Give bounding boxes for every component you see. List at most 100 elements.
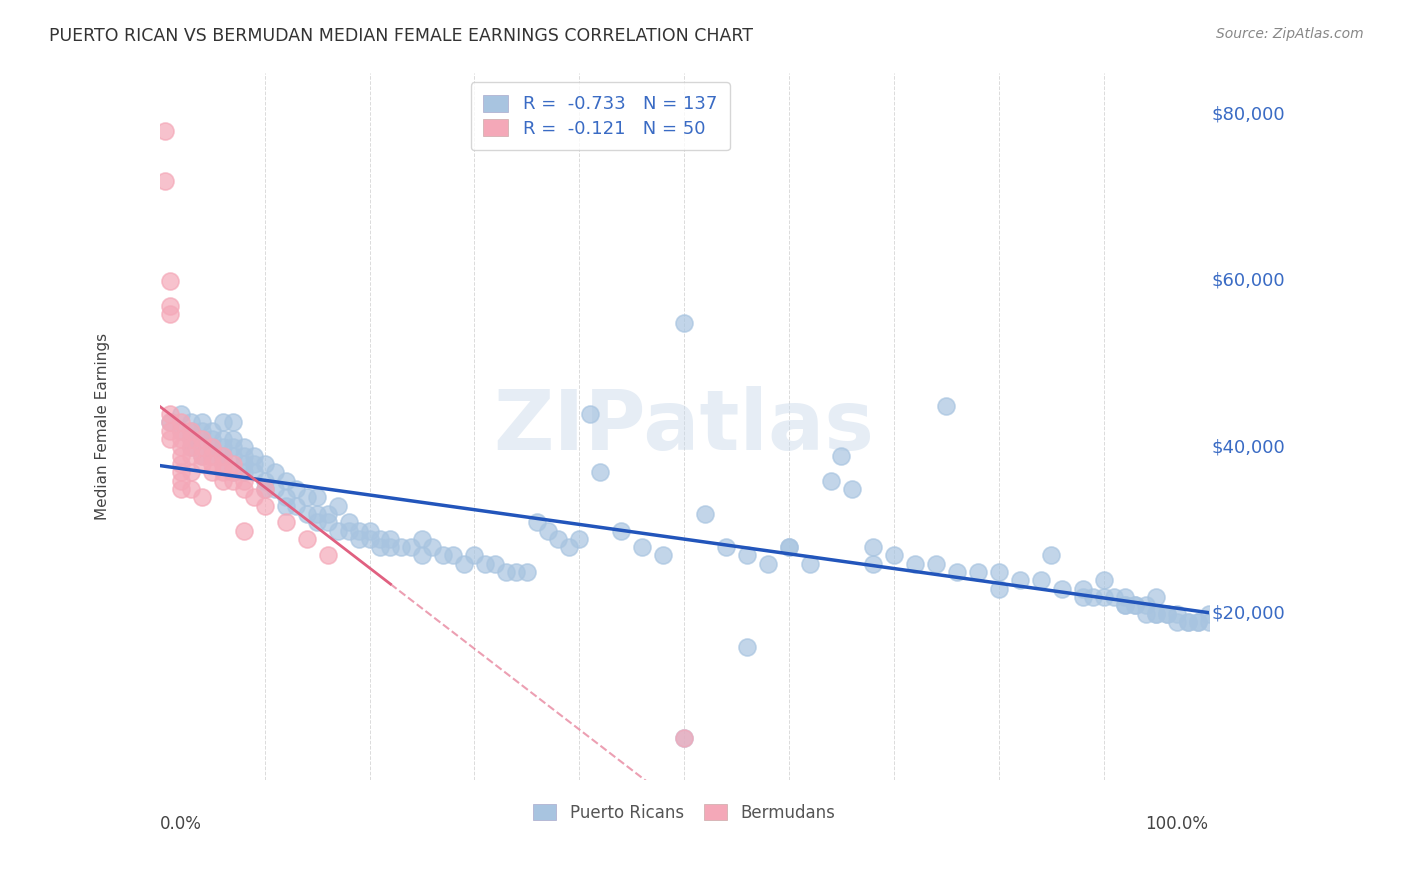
Point xyxy=(190,432,212,446)
Point xyxy=(820,474,842,488)
Point xyxy=(441,549,464,563)
Point xyxy=(159,415,181,429)
Point xyxy=(799,557,821,571)
Point xyxy=(159,415,181,429)
Point xyxy=(316,549,339,563)
Point xyxy=(201,432,224,446)
Point xyxy=(516,565,538,579)
Point xyxy=(170,424,193,438)
Point xyxy=(180,432,202,446)
Point xyxy=(295,532,318,546)
Point xyxy=(170,449,193,463)
Point xyxy=(307,515,329,529)
Point xyxy=(1050,582,1073,596)
Point xyxy=(925,557,948,571)
Point xyxy=(201,424,224,438)
Point xyxy=(190,457,212,471)
Point xyxy=(232,457,254,471)
Point xyxy=(463,549,485,563)
Point xyxy=(180,424,202,438)
Point xyxy=(190,449,212,463)
Point xyxy=(347,532,370,546)
Text: $60,000: $60,000 xyxy=(1212,272,1285,290)
Point xyxy=(170,482,193,496)
Point xyxy=(211,415,233,429)
Point xyxy=(232,449,254,463)
Point xyxy=(862,540,884,554)
Point xyxy=(1156,607,1178,621)
Point xyxy=(222,432,245,446)
Point xyxy=(422,540,444,554)
Point xyxy=(830,449,852,463)
Point xyxy=(253,457,276,471)
Point xyxy=(222,440,245,454)
Point xyxy=(180,432,202,446)
Point xyxy=(295,490,318,504)
Point xyxy=(673,316,696,330)
Point xyxy=(264,465,287,479)
Text: $20,000: $20,000 xyxy=(1212,605,1285,623)
Point xyxy=(180,449,202,463)
Point xyxy=(359,524,381,538)
Point xyxy=(568,532,591,546)
Point xyxy=(368,540,391,554)
Point xyxy=(862,557,884,571)
Point xyxy=(159,299,181,313)
Point xyxy=(253,482,276,496)
Point xyxy=(411,549,433,563)
Point xyxy=(180,415,202,429)
Point xyxy=(243,465,266,479)
Point xyxy=(1144,607,1167,621)
Point xyxy=(170,424,193,438)
Point xyxy=(695,507,717,521)
Point xyxy=(411,532,433,546)
Point xyxy=(222,465,245,479)
Point xyxy=(558,540,581,554)
Point xyxy=(190,432,212,446)
Point xyxy=(232,474,254,488)
Point xyxy=(631,540,654,554)
Point xyxy=(756,557,779,571)
Point xyxy=(316,507,339,521)
Point xyxy=(211,465,233,479)
Point xyxy=(243,449,266,463)
Point xyxy=(159,407,181,421)
Point xyxy=(1092,574,1115,588)
Point xyxy=(1198,615,1220,629)
Point xyxy=(1071,590,1094,604)
Point xyxy=(232,465,254,479)
Text: PUERTO RICAN VS BERMUDAN MEDIAN FEMALE EARNINGS CORRELATION CHART: PUERTO RICAN VS BERMUDAN MEDIAN FEMALE E… xyxy=(49,27,754,45)
Point xyxy=(274,515,297,529)
Point xyxy=(190,490,212,504)
Point xyxy=(190,415,212,429)
Point xyxy=(274,490,297,504)
Text: 0.0%: 0.0% xyxy=(160,815,201,833)
Point xyxy=(1187,615,1209,629)
Point xyxy=(180,482,202,496)
Point xyxy=(253,499,276,513)
Point xyxy=(735,549,758,563)
Point xyxy=(347,524,370,538)
Point xyxy=(285,499,308,513)
Text: 100.0%: 100.0% xyxy=(1146,815,1209,833)
Point xyxy=(935,399,957,413)
Point xyxy=(714,540,737,554)
Point xyxy=(159,424,181,438)
Point xyxy=(307,507,329,521)
Point xyxy=(1040,549,1063,563)
Point xyxy=(159,432,181,446)
Point xyxy=(211,457,233,471)
Point xyxy=(401,540,423,554)
Point xyxy=(1156,607,1178,621)
Legend: Puerto Ricans, Bermudans: Puerto Ricans, Bermudans xyxy=(526,797,842,829)
Point xyxy=(1071,582,1094,596)
Point xyxy=(484,557,506,571)
Point xyxy=(170,407,193,421)
Point xyxy=(211,440,233,454)
Point xyxy=(159,274,181,288)
Point xyxy=(1177,615,1199,629)
Point xyxy=(307,490,329,504)
Point xyxy=(222,457,245,471)
Point xyxy=(1166,607,1188,621)
Point xyxy=(337,524,360,538)
